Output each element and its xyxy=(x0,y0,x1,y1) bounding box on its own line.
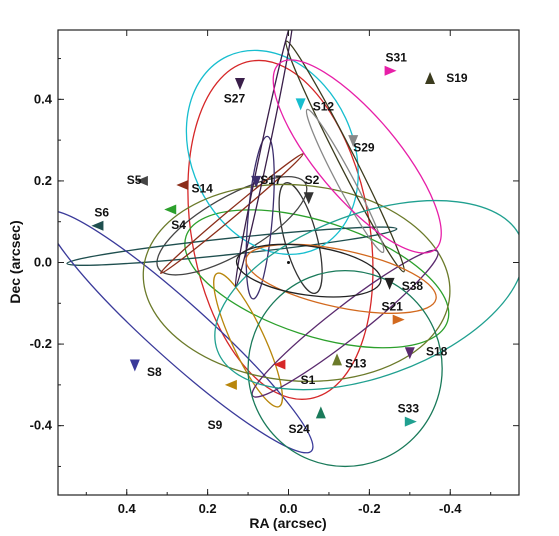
orbit-s4 xyxy=(184,209,450,349)
orbit-s14 xyxy=(159,153,304,275)
label-s1: S1 xyxy=(301,373,316,387)
y-tick-label: 0.4 xyxy=(34,91,53,106)
label-s13: S13 xyxy=(345,357,367,371)
label-s21: S21 xyxy=(382,300,404,314)
x-axis-ticks: 0.4 0.2 0.0 -0.2 -0.4 xyxy=(85,30,492,516)
orbit-s8 xyxy=(58,210,314,454)
arrow-s5 xyxy=(135,175,148,186)
arrow-s18 xyxy=(404,347,415,360)
orbit-s1 xyxy=(187,59,374,400)
label-s29: S29 xyxy=(353,140,375,154)
x-tick-label: 0.0 xyxy=(279,501,297,516)
arrow-s31 xyxy=(384,65,397,76)
star-labels: S1 S2 S4 S5 S6 S8 S9 S12 S13 S14 S17 S18 S19 S21 S24 S2… xyxy=(94,51,467,436)
arrow-s21 xyxy=(392,314,405,325)
y-axis-title: Dec (arcsec) xyxy=(7,220,23,303)
orbit-s38 xyxy=(235,243,382,298)
orbit-s17 xyxy=(245,135,275,300)
label-s17: S17 xyxy=(260,173,282,187)
x-tick-label: 0.4 xyxy=(118,501,137,516)
arrow-s6 xyxy=(91,220,104,231)
x-tick-label: 0.2 xyxy=(199,501,217,516)
arrow-s33 xyxy=(404,416,417,427)
orbit-s21 xyxy=(245,243,437,314)
arrow-s27 xyxy=(234,78,245,91)
arrow-s13 xyxy=(332,353,343,366)
orbit-s2 xyxy=(278,182,323,294)
arrow-s2 xyxy=(303,192,314,205)
arrow-s1 xyxy=(273,359,286,370)
arrow-s17 xyxy=(251,175,262,188)
label-s33: S33 xyxy=(398,402,420,416)
label-s6: S6 xyxy=(94,206,109,220)
orbit-s31 xyxy=(272,59,442,254)
orbit-s24 xyxy=(247,270,443,468)
arrow-s8 xyxy=(129,359,140,372)
label-s8: S8 xyxy=(147,365,162,379)
label-s19: S19 xyxy=(446,71,468,85)
orbit-arrows xyxy=(91,65,436,427)
arrow-s24 xyxy=(315,406,326,419)
label-s38: S38 xyxy=(402,279,424,293)
label-s24: S24 xyxy=(289,422,311,436)
arrow-s14 xyxy=(176,180,189,190)
arrow-s4 xyxy=(164,204,177,215)
center-marker xyxy=(287,261,290,264)
orbit-s29 xyxy=(305,108,385,254)
label-s5: S5 xyxy=(127,173,142,187)
label-s14: S14 xyxy=(191,181,213,195)
arrow-s12 xyxy=(295,98,306,111)
orbit-s6 xyxy=(66,226,398,266)
x-tick-label: -0.2 xyxy=(358,501,380,516)
x-axis-title: RA (arcsec) xyxy=(249,515,326,531)
y-tick-label: 0.2 xyxy=(34,173,52,188)
orbit-s18 xyxy=(251,249,439,398)
x-tick-label: -0.4 xyxy=(439,501,462,516)
arrow-s29 xyxy=(348,135,359,148)
arrow-s19 xyxy=(425,71,436,84)
arrow-s9 xyxy=(224,379,237,390)
y-tick-label: -0.4 xyxy=(30,418,53,433)
label-s4: S4 xyxy=(171,218,186,232)
label-s12: S12 xyxy=(313,100,335,114)
label-s9: S9 xyxy=(208,418,223,432)
label-s2: S2 xyxy=(305,173,320,187)
y-tick-label: -0.2 xyxy=(30,336,52,351)
orbit-s9 xyxy=(213,272,284,408)
orbit-s13 xyxy=(142,183,451,382)
label-s27: S27 xyxy=(224,92,246,106)
y-tick-label: 0.0 xyxy=(34,255,52,270)
y-axis-ticks: 0.4 0.2 0.0 -0.2 -0.4 xyxy=(30,58,519,467)
orbit-s19 xyxy=(285,40,405,273)
orbit-s12 xyxy=(185,49,359,256)
arrow-s38 xyxy=(384,277,395,290)
label-s31: S31 xyxy=(386,51,408,65)
orbit-s33 xyxy=(214,199,519,391)
label-s18: S18 xyxy=(426,344,448,358)
orbit-lines xyxy=(58,30,519,468)
